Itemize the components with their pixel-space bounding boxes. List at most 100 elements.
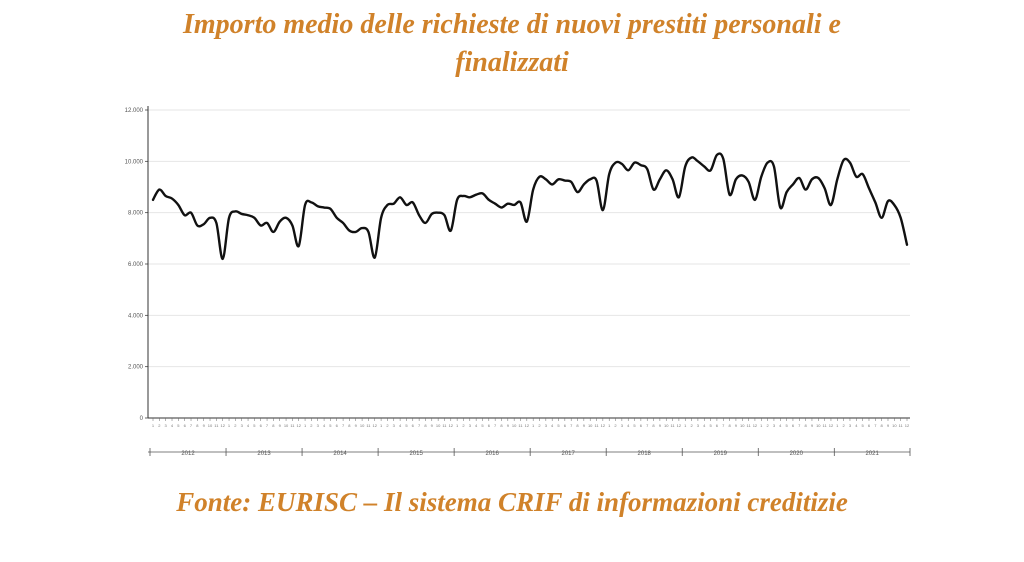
x-month-label: 12: [829, 423, 834, 428]
y-tick-label: 2.000: [128, 365, 144, 371]
x-month-label: 5: [557, 423, 560, 428]
x-month-label: 6: [260, 423, 263, 428]
data-point: [704, 166, 705, 167]
x-month-label: 9: [659, 423, 662, 428]
y-tick-label: 4.000: [128, 313, 144, 319]
data-point: [323, 207, 324, 208]
x-month-label: 7: [646, 423, 649, 428]
data-point: [729, 194, 730, 195]
data-point: [165, 195, 166, 196]
data-point: [843, 159, 844, 160]
x-month-label: 3: [697, 423, 700, 428]
x-month-label: 5: [709, 423, 712, 428]
x-month-label: 10: [284, 423, 289, 428]
x-month-label: 3: [165, 423, 168, 428]
data-point: [431, 213, 432, 214]
x-month-label: 2: [690, 423, 693, 428]
x-month-label: 3: [545, 423, 548, 428]
data-point: [190, 212, 191, 213]
x-month-label: 2: [158, 423, 161, 428]
x-month-label: 10: [208, 423, 213, 428]
x-month-label: 6: [868, 423, 871, 428]
x-month-label: 5: [481, 423, 484, 428]
data-point: [539, 176, 540, 177]
x-month-label: 3: [469, 423, 472, 428]
data-point: [330, 208, 331, 209]
data-point: [773, 166, 774, 167]
y-tick-labels: 0 2.000 4.000 6.000 8.000 10.000 12.000: [125, 108, 144, 422]
data-point: [735, 179, 736, 180]
x-month-label: 6: [488, 423, 491, 428]
data-point: [653, 189, 654, 190]
data-point: [298, 245, 299, 246]
x-month-label: 1: [532, 423, 535, 428]
data-point: [640, 165, 641, 166]
x-month-label: 12: [905, 423, 910, 428]
x-month-label: 3: [773, 423, 776, 428]
x-month-label: 8: [652, 423, 655, 428]
y-tick-label: 0: [140, 416, 144, 422]
data-point: [501, 207, 502, 208]
data-point: [786, 192, 787, 193]
chart-title-line-1: Importo medio delle richieste di nuovi p…: [183, 9, 841, 40]
y-tick-label: 8.000: [128, 211, 144, 217]
x-month-label: 8: [728, 423, 731, 428]
x-month-label: 5: [633, 423, 636, 428]
data-point: [862, 174, 863, 175]
data-point: [228, 217, 229, 218]
data-point: [761, 176, 762, 177]
x-month-label: 10: [588, 423, 593, 428]
data-point: [805, 189, 806, 190]
x-month-label: 11: [747, 423, 752, 428]
year-label-2012: 2012: [181, 451, 195, 457]
data-point: [767, 162, 768, 163]
x-month-label: 9: [583, 423, 586, 428]
x-month-label: 9: [811, 423, 814, 428]
grid-lines: [148, 109, 910, 368]
x-month-label: 5: [862, 423, 865, 428]
data-point: [444, 215, 445, 216]
data-point: [317, 206, 318, 207]
x-month-label: 1: [304, 423, 307, 428]
x-month-label: 7: [874, 423, 877, 428]
x-month-label: 10: [816, 423, 821, 428]
series-group: [151, 152, 909, 261]
data-point: [609, 174, 610, 175]
x-month-label: 7: [494, 423, 497, 428]
data-point: [666, 170, 667, 171]
x-month-label: 8: [196, 423, 199, 428]
data-point: [533, 189, 534, 190]
data-point: [197, 225, 198, 226]
x-month-label: 1: [684, 423, 687, 428]
x-month-label: 8: [805, 423, 808, 428]
data-point: [780, 207, 781, 208]
data-point: [374, 257, 375, 258]
data-point: [545, 179, 546, 180]
axes: [145, 106, 910, 419]
data-point: [881, 217, 882, 218]
data-point: [514, 204, 515, 205]
x-month-label: 5: [177, 423, 180, 428]
x-month-label: 12: [373, 423, 378, 428]
data-point: [811, 179, 812, 180]
x-month-label: 6: [640, 423, 643, 428]
data-point: [900, 217, 901, 218]
data-point: [241, 213, 242, 214]
x-month-label: 11: [214, 423, 219, 428]
data-point: [488, 199, 489, 200]
x-month-label: 1: [836, 423, 839, 428]
data-point: [564, 180, 565, 181]
x-month-label: 2: [462, 423, 465, 428]
series-line: [151, 152, 909, 261]
data-point: [596, 180, 597, 181]
data-point: [266, 222, 267, 223]
year-label-2015: 2015: [409, 451, 423, 457]
x-month-label: 2: [843, 423, 846, 428]
x-month-label: 2: [386, 423, 389, 428]
data-point: [469, 197, 470, 198]
data-point: [361, 227, 362, 228]
data-point: [824, 188, 825, 189]
data-point: [837, 179, 838, 180]
x-month-label: 11: [670, 423, 675, 428]
